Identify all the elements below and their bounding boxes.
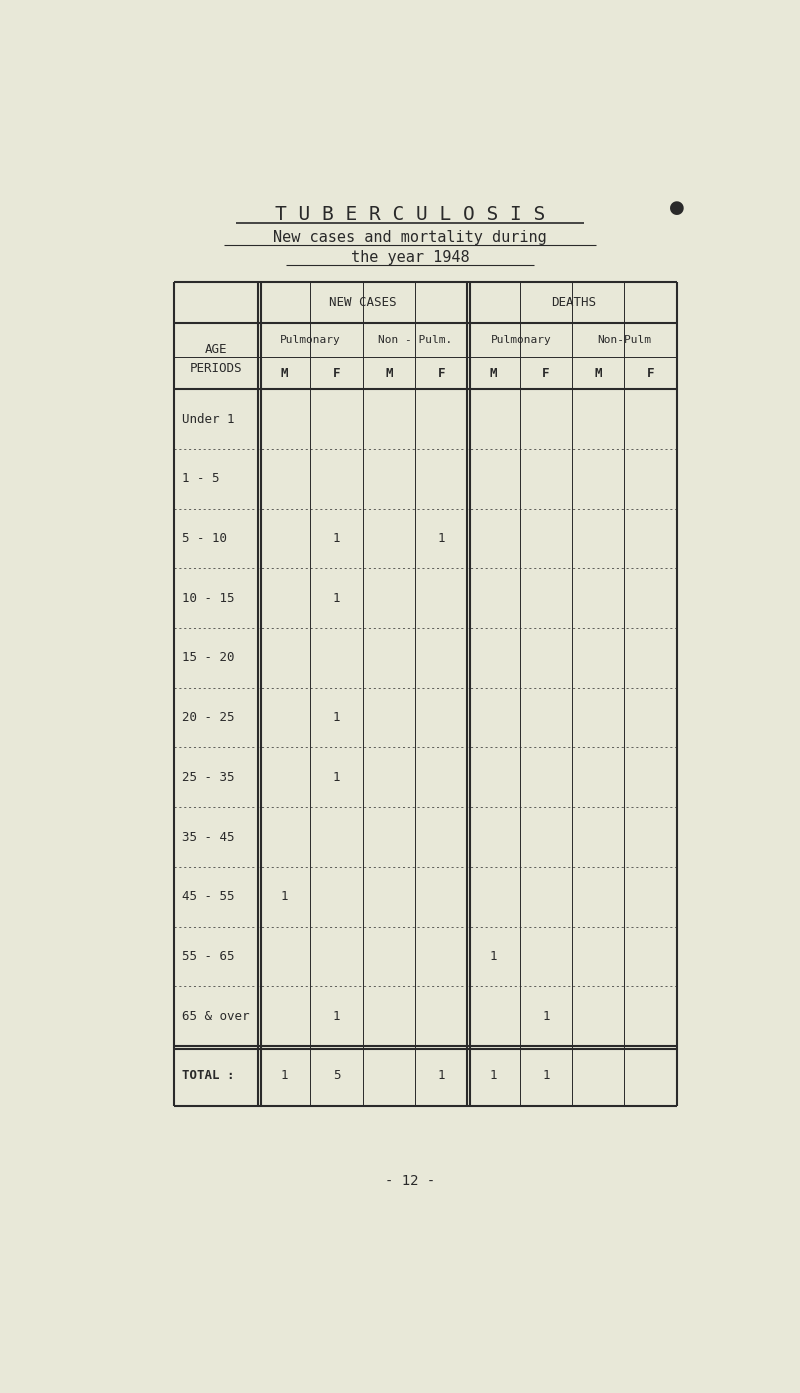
Text: 1: 1 xyxy=(542,1010,550,1022)
Text: TOTAL :: TOTAL : xyxy=(182,1070,234,1082)
Text: F: F xyxy=(542,366,550,380)
Text: 1: 1 xyxy=(438,532,445,545)
Text: 5: 5 xyxy=(333,1070,340,1082)
Text: 10 - 15: 10 - 15 xyxy=(182,592,234,605)
Text: DEATHS: DEATHS xyxy=(550,295,596,309)
Text: F: F xyxy=(438,366,445,380)
Text: 1: 1 xyxy=(490,1070,498,1082)
Text: M: M xyxy=(385,366,393,380)
Text: 45 - 55: 45 - 55 xyxy=(182,890,234,903)
Text: Pulmonary: Pulmonary xyxy=(280,334,341,345)
Text: 55 - 65: 55 - 65 xyxy=(182,950,234,963)
Text: Non - Pulm.: Non - Pulm. xyxy=(378,334,452,345)
Text: T U B E R C U L O S I S: T U B E R C U L O S I S xyxy=(275,205,545,224)
Text: M: M xyxy=(490,366,498,380)
Text: M: M xyxy=(594,366,602,380)
Text: - 12 -: - 12 - xyxy=(385,1174,435,1188)
Text: 1: 1 xyxy=(333,592,340,605)
Text: AGE: AGE xyxy=(205,343,227,357)
Text: 20 - 25: 20 - 25 xyxy=(182,710,234,724)
Text: ●: ● xyxy=(669,199,685,217)
Text: 1: 1 xyxy=(281,890,288,903)
Text: 1: 1 xyxy=(333,1010,340,1022)
Text: 1: 1 xyxy=(542,1070,550,1082)
Text: M: M xyxy=(281,366,288,380)
Text: Non-Pulm: Non-Pulm xyxy=(598,334,651,345)
Text: 1: 1 xyxy=(438,1070,445,1082)
Text: PERIODS: PERIODS xyxy=(190,362,242,375)
Text: 1: 1 xyxy=(333,532,340,545)
Text: 1: 1 xyxy=(333,770,340,784)
Text: 5 - 10: 5 - 10 xyxy=(182,532,227,545)
Text: F: F xyxy=(333,366,340,380)
Text: 1: 1 xyxy=(281,1070,288,1082)
Text: 15 - 20: 15 - 20 xyxy=(182,652,234,664)
Text: F: F xyxy=(646,366,654,380)
Text: the year 1948: the year 1948 xyxy=(350,249,470,265)
Text: Under 1: Under 1 xyxy=(182,412,234,425)
Text: NEW CASES: NEW CASES xyxy=(329,295,397,309)
Text: 65 & over: 65 & over xyxy=(182,1010,250,1022)
Text: 1: 1 xyxy=(490,950,498,963)
Text: Pulmonary: Pulmonary xyxy=(490,334,551,345)
Text: 1: 1 xyxy=(333,710,340,724)
Text: 35 - 45: 35 - 45 xyxy=(182,830,234,844)
Text: New cases and mortality during: New cases and mortality during xyxy=(273,230,547,245)
Text: 25 - 35: 25 - 35 xyxy=(182,770,234,784)
Text: 1 - 5: 1 - 5 xyxy=(182,472,219,485)
